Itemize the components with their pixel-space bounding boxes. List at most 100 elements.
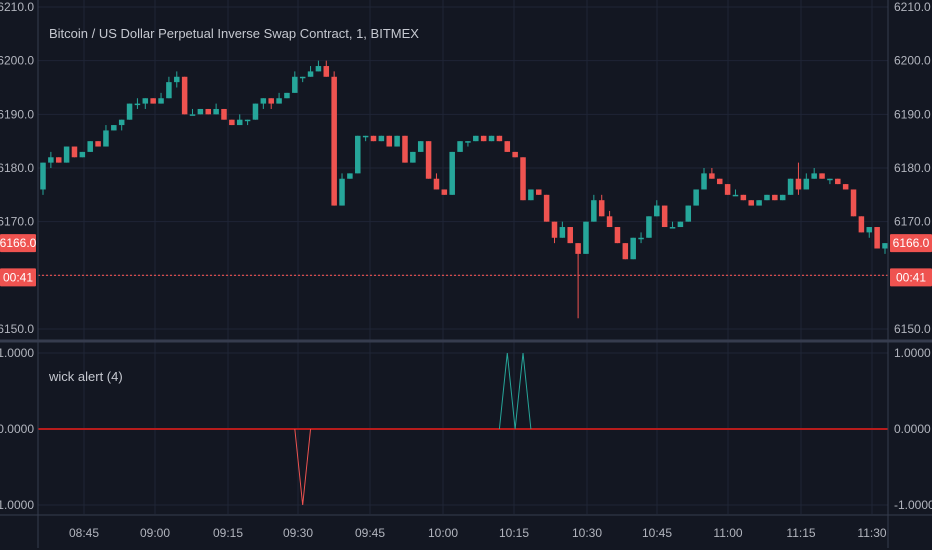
candle-body <box>701 173 707 190</box>
candle-body <box>827 178 833 181</box>
time-tick-label: 09:00 <box>140 526 170 540</box>
candle-body <box>55 157 62 163</box>
candle-body <box>299 76 306 79</box>
candle-body <box>559 227 566 238</box>
candle-body <box>150 98 156 104</box>
candle-body <box>630 237 636 260</box>
candle-body <box>732 194 739 197</box>
last-price-tag-label: 6166.0 <box>893 236 930 250</box>
candle-series <box>38 60 888 319</box>
time-tick-label: 11:00 <box>713 526 742 540</box>
candle-body <box>268 98 274 104</box>
candle-body <box>71 146 78 158</box>
wick-alert-line <box>294 428 312 506</box>
candle-body <box>48 157 54 163</box>
candle-body <box>614 227 621 244</box>
candle-body <box>174 76 180 83</box>
candle-body <box>567 227 573 244</box>
candle-body <box>315 66 322 72</box>
price-tick-label-right: 6180.0 <box>894 161 931 175</box>
countdown-tag-label: 00:41 <box>3 270 33 284</box>
candle-body <box>323 66 330 77</box>
time-tick-label: 10:00 <box>428 526 458 540</box>
countdown-tag-label: 00:41 <box>896 270 926 284</box>
candle-body <box>740 194 747 201</box>
indicator-tick-label-left: -1.0000 <box>0 498 34 512</box>
candle-body <box>449 151 455 195</box>
candle-body <box>307 71 314 77</box>
candle-body <box>528 189 534 201</box>
candle-body <box>118 119 125 126</box>
candle-body <box>425 141 432 179</box>
candle-body <box>402 135 408 163</box>
candle-body <box>709 173 715 179</box>
indicator-tick-label-right: 1.0000 <box>894 346 931 360</box>
candle-body <box>874 227 880 249</box>
price-tick-label-left: 6170.0 <box>0 215 34 229</box>
candle-body <box>512 151 518 158</box>
candle-body <box>370 135 377 142</box>
price-tick-label-right: 6200.0 <box>894 54 931 68</box>
candle-body <box>661 205 668 228</box>
candle-body <box>716 178 723 185</box>
last-price-tag <box>890 234 932 253</box>
candle-body <box>496 135 503 142</box>
time-tick-label: 10:30 <box>572 526 602 540</box>
price-tick-label-left: 6210.0 <box>0 0 34 14</box>
candle-body <box>181 76 188 115</box>
candle-body <box>197 108 204 115</box>
countdown-tag <box>890 268 932 287</box>
price-tick-label-left: 6190.0 <box>0 107 34 121</box>
candle-body <box>284 92 290 99</box>
price-tick-label-left: 6200.0 <box>0 54 34 68</box>
indicator-title: wick alert (4) <box>48 369 123 384</box>
time-tick-label: 08:45 <box>69 526 99 540</box>
indicator-tick-label-left: 0.0000 <box>0 422 34 436</box>
candle-body <box>693 189 699 206</box>
last-price-tag <box>0 234 36 253</box>
countdown-tag <box>0 268 36 287</box>
candle-body <box>598 200 605 217</box>
candle-body <box>835 178 841 185</box>
price-tick-label-right: 6170.0 <box>894 215 931 229</box>
candle-body <box>229 119 235 126</box>
candle-body <box>606 216 613 228</box>
candle-body <box>842 184 849 190</box>
candle-body <box>882 243 888 249</box>
candle-body <box>292 76 298 93</box>
candle-body <box>339 178 345 206</box>
candle-body <box>622 243 629 260</box>
candle-body <box>417 141 424 152</box>
candle-body <box>473 135 479 142</box>
candle-body <box>276 98 282 104</box>
candle-body <box>803 178 810 190</box>
indicator-tick-label-right: -1.0000 <box>894 498 932 512</box>
candle-body <box>551 221 558 238</box>
time-tick-label: 11:15 <box>786 526 815 540</box>
last-price-tag-label: 6166.0 <box>0 236 37 250</box>
candle-body <box>591 200 597 222</box>
candle-body <box>457 141 463 152</box>
candle-body <box>764 194 770 201</box>
candle-body <box>134 103 141 106</box>
candle-body <box>331 76 337 206</box>
candle-body <box>79 151 86 158</box>
candle-body <box>480 135 487 142</box>
wick-alert-line <box>498 352 532 430</box>
price-tick-label-right: 6150.0 <box>894 322 931 336</box>
candle-body <box>40 162 46 190</box>
chart-title: Bitcoin / US Dollar Perpetual Inverse Sw… <box>49 26 419 41</box>
candle-body <box>646 216 652 238</box>
candle-body <box>410 151 416 163</box>
time-tick-label: 10:45 <box>642 526 672 540</box>
candle-body <box>260 98 267 104</box>
candle-body <box>142 98 149 104</box>
price-tick-label-left: 6180.0 <box>0 161 34 175</box>
candle-body <box>583 221 589 254</box>
candle-body <box>756 200 762 206</box>
candle-body <box>205 108 212 115</box>
candle-body <box>638 237 644 240</box>
candle-body <box>779 194 786 201</box>
